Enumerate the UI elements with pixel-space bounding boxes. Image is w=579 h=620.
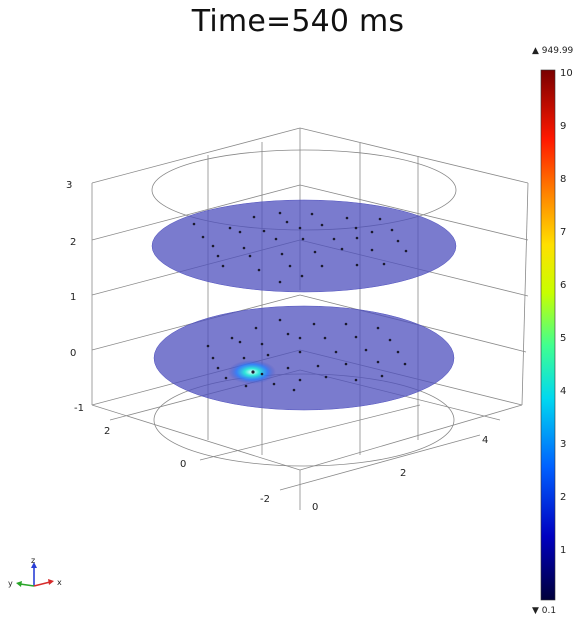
lower-disk-points [206,318,407,392]
y-tick-neg2: -2 [260,494,270,505]
down-triangle-icon: ▼ [532,606,539,616]
triad-z-label: z [31,556,35,565]
y-axis-ticks: 2 0 -2 [104,426,270,505]
colorbar-tick-4: 4 [560,386,566,397]
colorbar-min-value: 0.1 [541,606,557,616]
z-tick-1: 1 [70,292,76,303]
colorbar-gradient [540,69,556,601]
upper-disk-points [192,211,408,284]
x-axis-ticks: 0 2 4 [312,435,488,513]
colorbar-max-value: 949.99 [541,46,574,56]
colorbar-tick-9: 9 [560,121,566,132]
x-tick-0: 0 [312,502,318,513]
z-tick-3: 3 [66,180,72,191]
colorbar-tick-10: 10 [560,68,573,79]
colorbar-min-label: ▼ 0.1 [532,606,556,616]
triad-y-label: y [8,579,13,588]
colorbar-tick-1: 1 [560,545,566,556]
colorbar-ticks: 10 9 8 7 6 5 4 3 2 1 [560,68,573,556]
z-tick-0: 0 [70,348,76,359]
colorbar-tick-7: 7 [560,227,566,238]
triad-x-label: x [57,578,62,587]
colorbar-tick-3: 3 [560,439,566,450]
upper-disk [151,199,457,293]
colorbar-tick-2: 2 [560,492,566,503]
lower-disk [153,305,455,411]
y-tick-2: 2 [104,426,110,437]
z-tick-2: 2 [70,237,76,248]
colorbar-tick-5: 5 [560,333,566,344]
x-tick-4: 4 [482,435,488,446]
colorbar-tick-6: 6 [560,280,566,291]
up-triangle-icon: ▲ [532,46,539,56]
axis-triad-icon: z y x [8,556,62,588]
z-tick-neg1: -1 [74,403,84,414]
colorbar-tick-8: 8 [560,174,566,185]
z-axis-ticks: 3 2 1 0 -1 [66,180,84,414]
plot-title: Time=540 ms [191,4,405,39]
x-tick-2: 2 [400,468,406,479]
y-tick-0: 0 [180,459,186,470]
colorbar-max-label: ▲ 949.99 [532,46,573,56]
